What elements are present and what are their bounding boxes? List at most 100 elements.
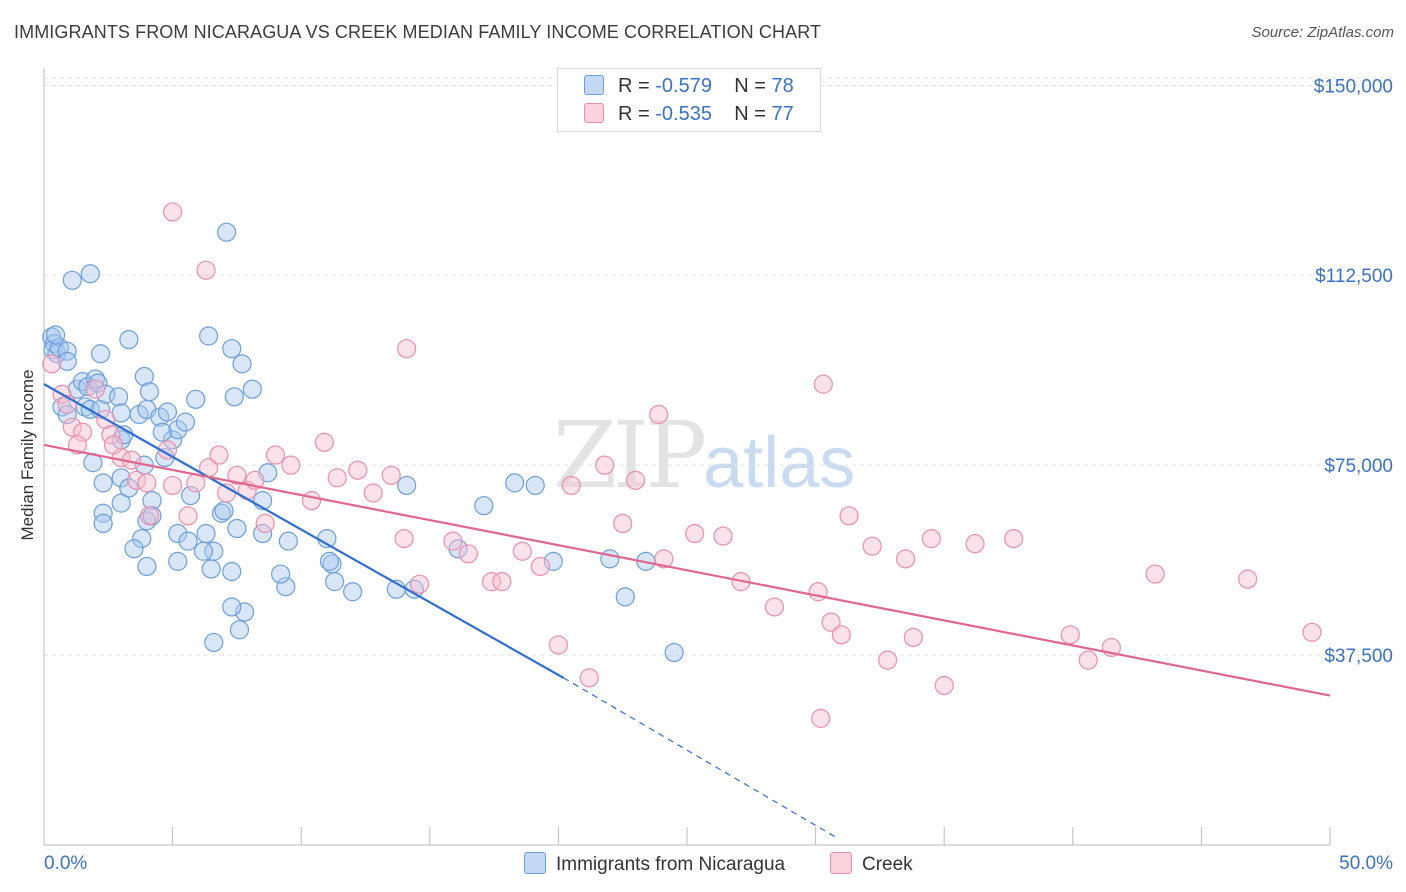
blue-data-point	[90, 344, 111, 364]
pink-data-point	[1238, 569, 1258, 589]
blue-data-point	[204, 632, 224, 653]
pink-data-point	[103, 435, 124, 455]
pink-data-point	[85, 379, 106, 399]
blue-data-point	[93, 513, 113, 534]
blue-data-point	[600, 549, 620, 569]
blue-data-point	[152, 422, 172, 442]
blue-data-point	[178, 531, 198, 551]
blue-data-point	[222, 597, 242, 617]
blue-data-point	[142, 491, 162, 511]
blue-data-point	[232, 354, 252, 374]
pink-data-point	[965, 534, 985, 554]
pink-data-point	[443, 531, 463, 551]
blue-data-point	[217, 222, 237, 242]
pink-data-point	[314, 432, 334, 452]
pink-data-point	[137, 473, 157, 493]
blue-data-point	[57, 341, 77, 361]
chart-title: IMMIGRANTS FROM NICARAGUA VS CREEK MEDIA…	[14, 22, 822, 42]
pink-data-point	[458, 544, 478, 564]
blue-data-point	[62, 270, 82, 290]
blue-data-point	[175, 412, 196, 432]
y-tick-label: $75,000	[1324, 456, 1393, 477]
blue-data-point	[163, 430, 183, 450]
blue-data-point	[139, 382, 160, 402]
blue-data-point	[111, 493, 131, 513]
blue-data-point	[271, 564, 291, 584]
blue-data-point	[93, 503, 113, 523]
pink-data-point	[813, 374, 833, 394]
pink-data-point	[625, 470, 646, 490]
blue-data-point	[235, 602, 255, 622]
blue-data-point	[505, 473, 525, 493]
pink-data-point	[811, 708, 831, 728]
blue-data-point	[119, 478, 139, 498]
x-tick-label: 0.0%	[44, 853, 87, 874]
blue-data-point	[615, 587, 635, 607]
pink-data-point	[348, 460, 368, 480]
y-tick-label: $37,500	[1324, 646, 1393, 667]
pink-data-point	[685, 523, 705, 544]
blue-data-point	[325, 572, 345, 592]
pink-data-point	[831, 625, 851, 645]
pink-data-point	[839, 506, 859, 526]
blue-data-point	[201, 559, 221, 579]
pink-data-point	[764, 597, 785, 617]
legend-n-label: N =	[734, 103, 772, 125]
pink-data-point	[530, 556, 550, 577]
pink-data-point	[649, 404, 669, 425]
blue-data-point	[397, 475, 417, 496]
y-axis-label: Median Family Income	[18, 369, 37, 540]
blue-data-point	[319, 551, 340, 571]
pink-data-point	[548, 635, 569, 655]
pink-data-point	[1302, 622, 1322, 642]
blue-data-point	[214, 501, 234, 521]
legend-row-blue: R = -0.579 N = 78	[584, 75, 794, 99]
blue-data-point	[229, 620, 250, 640]
pink-data-point	[196, 260, 216, 280]
pink-data-point	[481, 572, 502, 592]
legend-r-label: R =	[618, 75, 656, 97]
x-tick-label: 50.0%	[1339, 853, 1393, 874]
pink-data-point	[613, 513, 633, 534]
pink-data-point	[654, 549, 674, 569]
legend-r-value-blue: -0.579	[655, 75, 712, 97]
pink-data-point	[163, 475, 183, 496]
blue-data-point	[57, 351, 77, 371]
blue-data-point	[80, 264, 100, 284]
watermark-atlas: atlas	[703, 423, 856, 503]
correlation-legend: R = -0.579 N = 78 R = -0.535 N = 77	[557, 68, 821, 132]
bottom-legend-pink: Creek	[830, 852, 913, 876]
legend-n-label: N =	[734, 75, 772, 97]
pink-data-point	[139, 506, 160, 526]
blue-data-point	[525, 475, 545, 496]
pink-data-point	[409, 574, 430, 594]
blue-data-point	[664, 642, 684, 663]
pink-data-point	[163, 202, 183, 222]
blue-data-point	[186, 389, 206, 409]
blue-data-point	[222, 561, 242, 582]
pink-data-point	[62, 417, 82, 437]
bottom-legend-blue: Immigrants from Nicaragua	[524, 852, 785, 876]
pink-data-point	[821, 612, 841, 632]
pink-data-point	[492, 572, 512, 592]
pink-data-point	[67, 435, 88, 455]
legend-swatch-blue	[584, 75, 604, 95]
pink-data-point	[265, 445, 286, 465]
legend-n-value-pink: 77	[771, 103, 794, 125]
blue-trend-line	[43, 383, 565, 679]
legend-r-label: R =	[618, 103, 656, 125]
bottom-legend-swatch-blue	[524, 852, 546, 874]
blue-trend-extension	[563, 677, 837, 838]
blue-data-point	[199, 326, 219, 346]
blue-data-point	[211, 503, 232, 523]
blue-data-point	[242, 379, 262, 399]
blue-data-point	[111, 468, 131, 488]
blue-data-point	[132, 528, 152, 549]
pink-data-point	[862, 536, 882, 556]
blue-data-point	[137, 556, 157, 577]
pink-data-point	[363, 483, 383, 503]
blue-data-point	[343, 582, 363, 602]
pink-data-point	[713, 526, 733, 546]
blue-data-point	[124, 539, 144, 559]
